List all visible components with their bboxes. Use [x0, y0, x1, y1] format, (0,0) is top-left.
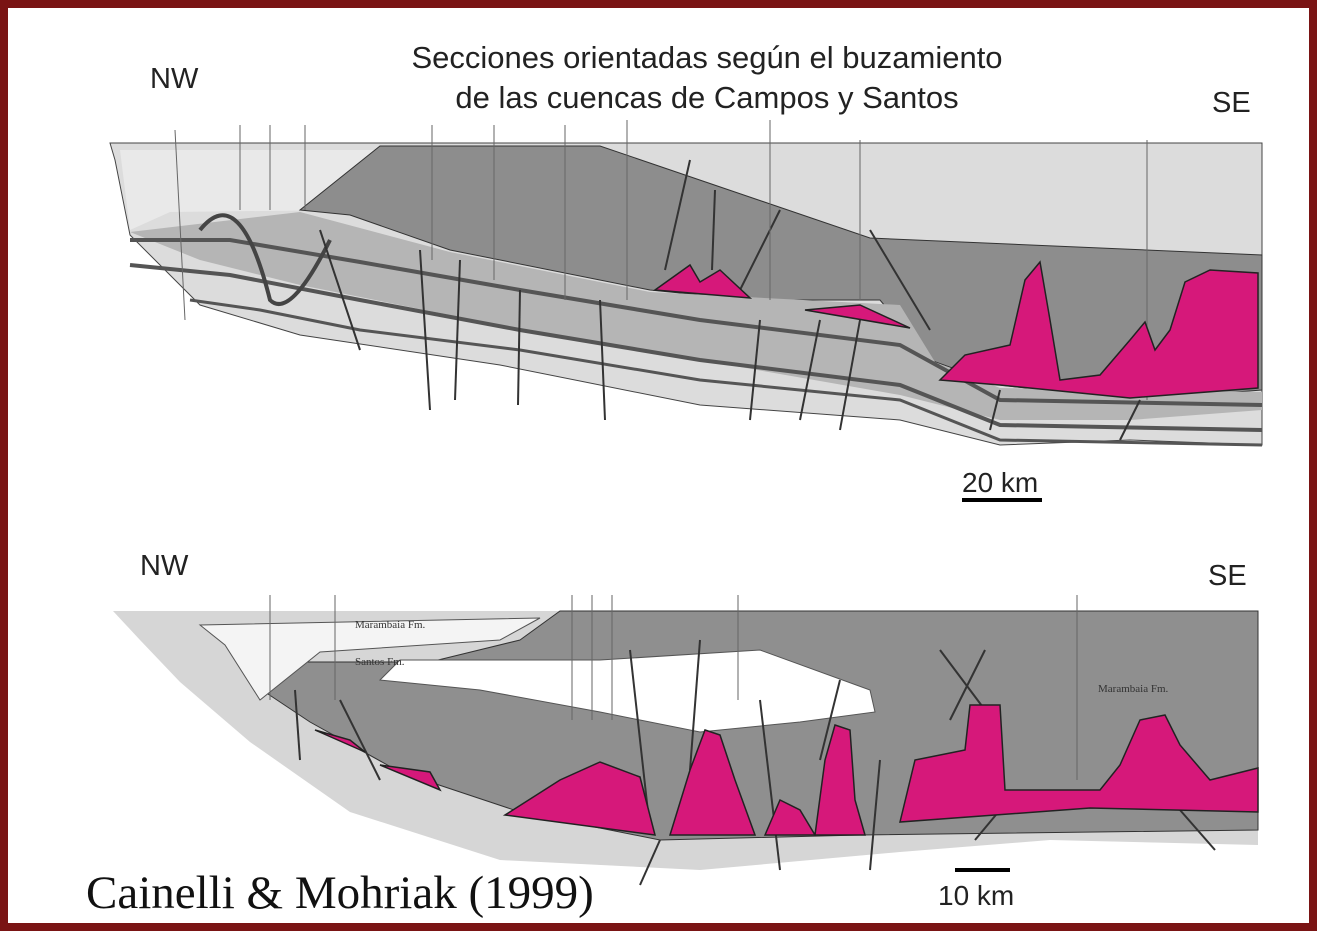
- direction-nw: NW: [140, 550, 189, 582]
- section-bottom: NW SE Marambaia Fm. Santos Fm. Marambaia…: [113, 550, 1258, 911]
- credit: Cainelli & Mohriak (1999): [86, 867, 594, 919]
- formation-label: Marambaia Fm.: [355, 619, 426, 631]
- direction-se: SE: [1212, 87, 1251, 119]
- direction-nw: NW: [150, 63, 199, 95]
- scale-label: 20 km: [962, 467, 1038, 498]
- direction-se: SE: [1208, 560, 1247, 592]
- slide: Secciones orientadas según el buzamiento…: [0, 0, 1317, 931]
- section-top: NW SE 20 km: [110, 63, 1262, 500]
- formation-label: Santos Fm.: [355, 656, 405, 668]
- formation-label: Marambaia Fm.: [1098, 683, 1169, 695]
- scale-label: 10 km: [938, 880, 1014, 911]
- cross-sections: Secciones orientadas según el buzamiento…: [0, 0, 1317, 931]
- title-line-1: Secciones orientadas según el buzamiento: [411, 40, 1002, 75]
- title-line-2: de las cuencas de Campos y Santos: [455, 80, 958, 115]
